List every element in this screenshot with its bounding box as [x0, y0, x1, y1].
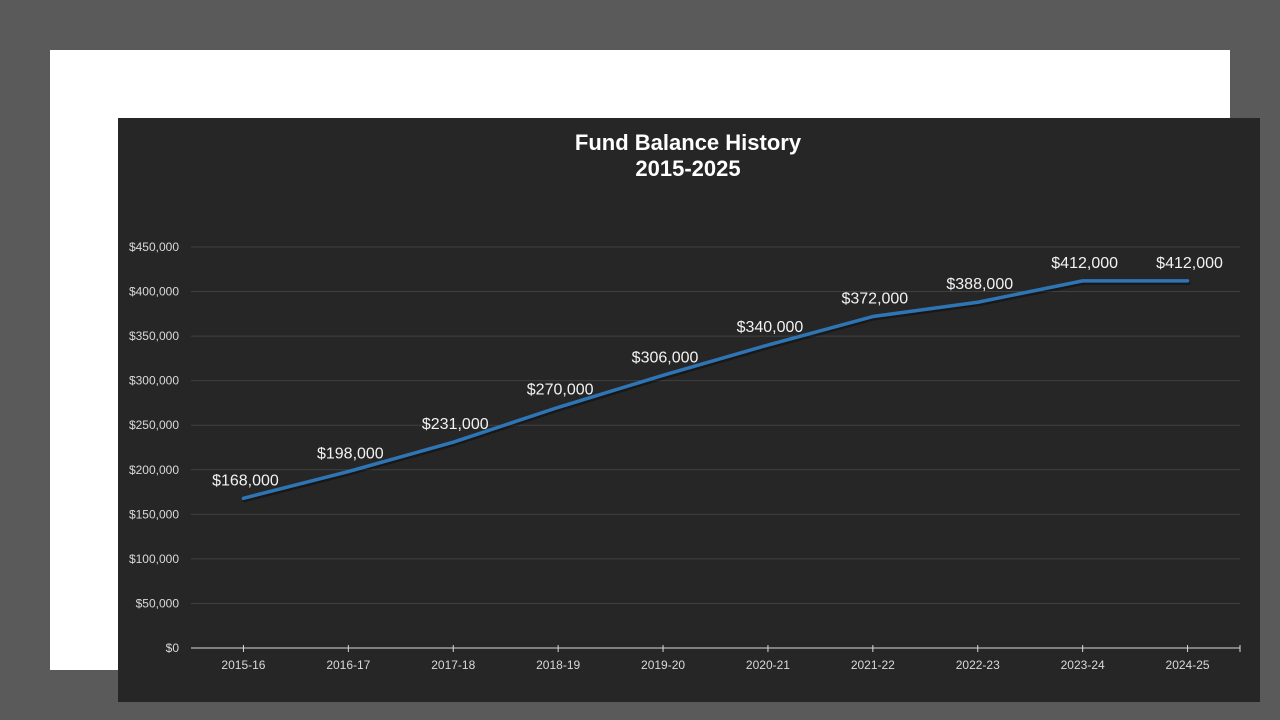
x-tick-label: 2020-21: [746, 658, 790, 672]
data-label: $388,000: [946, 276, 1013, 293]
data-label: $198,000: [317, 446, 384, 463]
data-label: $412,000: [1156, 255, 1223, 272]
line-plot: $0 $50,000 $100,000 $150,000 $200,000 $250,00…: [129, 240, 1241, 672]
y-tick-label: $400,000: [129, 285, 179, 299]
y-tick-label: $100,000: [129, 552, 179, 566]
y-tick-label: $200,000: [129, 463, 179, 477]
series-line-shadow: [242, 280, 1191, 503]
x-tick-label: 2023-24: [1061, 658, 1105, 672]
data-label: $412,000: [1051, 255, 1118, 272]
data-label: $340,000: [737, 319, 804, 336]
data-label: $270,000: [527, 381, 594, 398]
y-tick-label: $350,000: [129, 329, 179, 343]
x-tick-label: 2024-25: [1166, 658, 1210, 672]
y-tick-label: $450,000: [129, 240, 179, 254]
data-label: $306,000: [632, 349, 699, 366]
chart-frame: Fund Balance History 2015-2025 $0 $50,000…: [50, 50, 1260, 702]
x-tick-label: 2017-18: [431, 658, 475, 672]
chart-title: Fund Balance History 2015-2025: [118, 130, 1258, 182]
data-label: $168,000: [212, 472, 279, 489]
y-tick-label: $250,000: [129, 418, 179, 432]
chart-title-main: Fund Balance History: [574, 130, 802, 155]
y-tick-label: $0: [166, 641, 180, 655]
x-tick-label: 2015-16: [221, 658, 265, 672]
x-tick-label: 2019-20: [641, 658, 685, 672]
x-tick-label: 2021-22: [851, 658, 895, 672]
data-label: $372,000: [841, 291, 908, 308]
x-tick-label: 2022-23: [956, 658, 1000, 672]
chart-title-sub: 2015-2025: [635, 156, 741, 181]
x-tick-label: 2018-19: [536, 658, 580, 672]
y-tick-label: $300,000: [129, 374, 179, 388]
chart-area: Fund Balance History 2015-2025 $0 $50,000…: [118, 118, 1260, 702]
y-tick-label: $50,000: [136, 596, 180, 610]
x-tick-label: 2016-17: [326, 658, 370, 672]
y-tick-label: $150,000: [129, 507, 179, 521]
data-label: $231,000: [422, 416, 489, 433]
series-line: [241, 279, 1190, 501]
